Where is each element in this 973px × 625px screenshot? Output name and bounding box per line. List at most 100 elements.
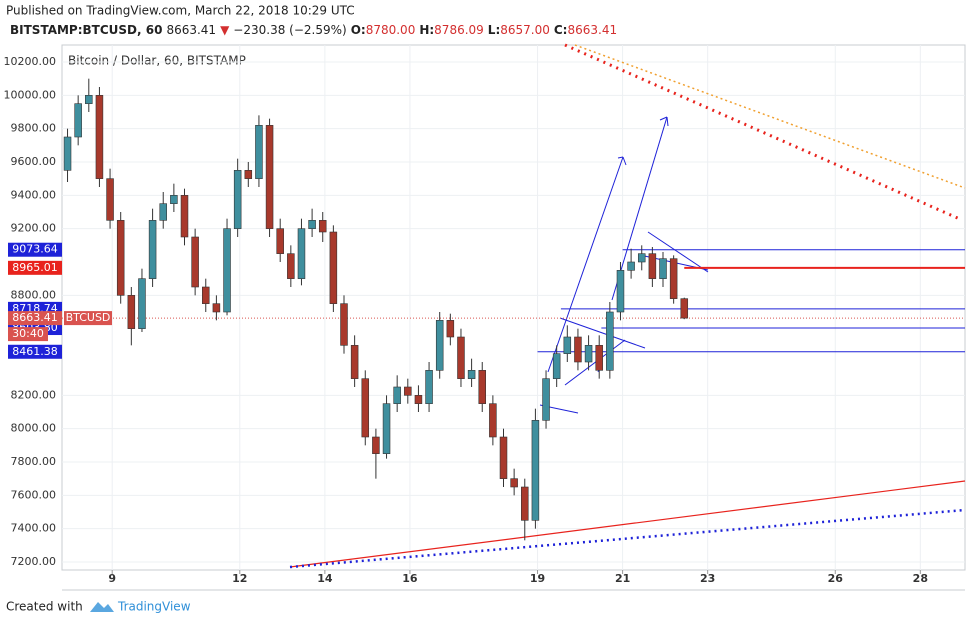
ohlc-label: C: xyxy=(554,23,568,37)
candle-body xyxy=(489,403,497,438)
ohlc-label: L: xyxy=(488,23,500,37)
candle-body xyxy=(350,345,359,379)
candle-body xyxy=(276,228,284,254)
candle-body xyxy=(95,95,104,179)
candle-body xyxy=(329,231,338,304)
candle-body xyxy=(180,195,189,238)
drawing xyxy=(666,116,669,127)
x-tick-label: 16 xyxy=(402,572,418,585)
candle-body xyxy=(223,228,231,313)
drawing xyxy=(564,43,963,222)
drawing xyxy=(622,156,627,166)
candle-body xyxy=(521,486,529,521)
candle-body xyxy=(606,311,614,371)
footer-created: Created with xyxy=(6,600,83,614)
level-badge: 9073.64 xyxy=(12,243,58,256)
candle-body xyxy=(106,178,114,221)
candle-body xyxy=(584,345,593,363)
y-tick-label: 10200.00 xyxy=(4,55,57,68)
y-tick-label: 10000.00 xyxy=(4,88,57,101)
candle-body xyxy=(669,258,678,299)
candle-body xyxy=(244,170,253,179)
candle-body xyxy=(478,370,486,404)
candle-body xyxy=(340,303,348,346)
y-tick-label: 7800.00 xyxy=(11,455,57,468)
drawing xyxy=(574,44,966,189)
candle-body xyxy=(637,253,646,263)
candle-body xyxy=(574,336,582,363)
candle-body xyxy=(63,136,72,171)
candle-body xyxy=(467,370,476,379)
x-tick-label: 26 xyxy=(828,572,844,585)
candle-body xyxy=(404,386,412,396)
candle-body xyxy=(159,203,167,221)
x-tick-label: 12 xyxy=(232,572,247,585)
x-tick-label: 28 xyxy=(913,572,928,585)
last-price: 8663.41 xyxy=(166,23,216,37)
level-badge-bg xyxy=(8,242,62,257)
ohlc-value: 8786.09 xyxy=(434,23,484,37)
y-tick-label: 8200.00 xyxy=(11,388,57,401)
logo xyxy=(90,602,114,612)
candle-body xyxy=(297,228,306,279)
y-tick-label: 8800.00 xyxy=(11,288,57,301)
x-tick-label: 14 xyxy=(317,572,333,585)
symbol-badge-bg xyxy=(64,311,112,326)
candle-body xyxy=(648,253,657,279)
candle-body xyxy=(414,395,423,404)
x-tick-label: 23 xyxy=(700,572,715,585)
drawing xyxy=(564,339,626,386)
y-tick-label: 7400.00 xyxy=(11,522,57,535)
footer-brand: TradingView xyxy=(117,600,191,614)
candle-body xyxy=(308,220,316,229)
candle-body xyxy=(446,320,455,338)
candle-body xyxy=(542,378,550,421)
candle-body xyxy=(457,336,465,379)
candle-body xyxy=(127,295,136,329)
candle-body xyxy=(85,95,93,104)
candle-body xyxy=(212,303,221,313)
x-tick-label: 9 xyxy=(108,572,116,585)
candle-body xyxy=(563,336,572,354)
candle-body xyxy=(552,353,561,379)
y-tick-label: 9800.00 xyxy=(11,122,57,135)
candle-body xyxy=(372,436,380,454)
candle-body xyxy=(191,236,199,288)
countdown-badge: 30:40 xyxy=(12,327,44,340)
level-badge: 8461.38 xyxy=(12,345,58,358)
drawing xyxy=(289,480,966,568)
candle-body xyxy=(361,378,370,438)
level-badge-bg xyxy=(8,260,62,275)
symbol-badge: BTCUSD xyxy=(66,311,111,324)
symbol-line: BITSTAMP:BTCUSD, 60 8663.41 ▼ −230.38 (−2.5… xyxy=(10,23,617,37)
candle-body xyxy=(74,103,82,138)
x-tick-label: 21 xyxy=(615,572,630,585)
ohlc-label: O: xyxy=(351,23,366,37)
candle-body xyxy=(202,286,210,304)
candle-body xyxy=(595,345,603,371)
level-badge-bg xyxy=(8,344,62,359)
y-tick-label: 7600.00 xyxy=(11,488,57,501)
candle-body xyxy=(148,220,157,279)
published: Published on TradingView.com, March 22, … xyxy=(6,4,355,18)
countdown-badge-bg xyxy=(8,327,48,342)
candle-body xyxy=(616,270,625,313)
candle-body xyxy=(382,403,391,454)
candle-body xyxy=(499,436,508,479)
candle-body xyxy=(116,220,125,296)
drawing xyxy=(659,116,668,121)
candle-body xyxy=(393,386,401,404)
candle-body xyxy=(680,298,689,319)
candle-body xyxy=(510,478,518,488)
candle-body xyxy=(318,220,327,233)
drawing xyxy=(647,231,709,273)
ohlc-value: 8657.00 xyxy=(500,23,550,37)
candle-body xyxy=(233,170,242,229)
candle-body xyxy=(435,320,444,371)
ohlc-label: H: xyxy=(419,23,434,37)
candle-body xyxy=(531,420,540,521)
x-tick-label: 19 xyxy=(530,572,545,585)
candle-body xyxy=(138,278,146,329)
